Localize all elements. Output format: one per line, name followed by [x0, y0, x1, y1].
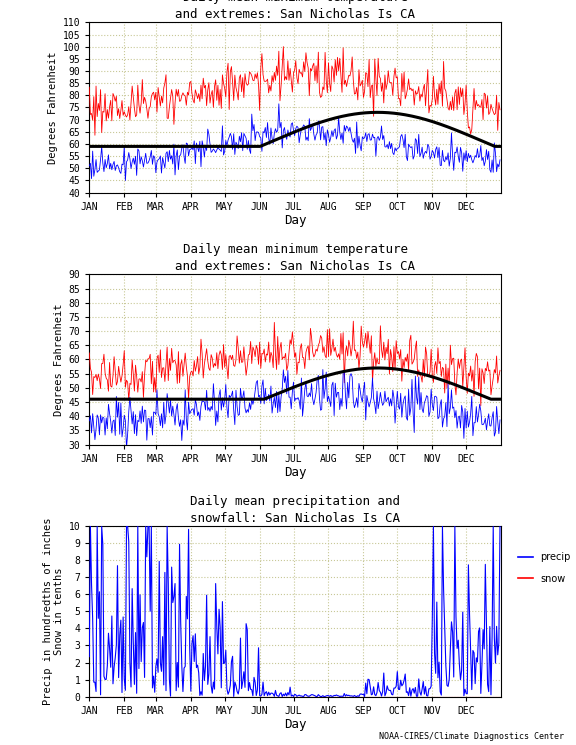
- Y-axis label: Precip in hundredths of inches
Snow in tenths: Precip in hundredths of inches Snow in t…: [43, 518, 65, 706]
- X-axis label: Day: Day: [284, 466, 306, 479]
- Title: Daily mean maximum temperature
and extremes: San Nicholas Is CA: Daily mean maximum temperature and extre…: [175, 0, 415, 21]
- Legend: precip, snow: precip, snow: [514, 548, 575, 588]
- Title: Daily mean minimum temperature
and extremes: San Nicholas Is CA: Daily mean minimum temperature and extre…: [175, 243, 415, 273]
- Text: NOAA-CIRES/Climate Diagnostics Center: NOAA-CIRES/Climate Diagnostics Center: [380, 732, 564, 741]
- Y-axis label: Degrees Fahrenheit: Degrees Fahrenheit: [48, 51, 58, 164]
- Y-axis label: Degrees Fahrenheit: Degrees Fahrenheit: [54, 303, 65, 416]
- X-axis label: Day: Day: [284, 215, 306, 227]
- X-axis label: Day: Day: [284, 718, 306, 732]
- Title: Daily mean precipitation and
snowfall: San Nicholas Is CA: Daily mean precipitation and snowfall: S…: [190, 495, 400, 525]
